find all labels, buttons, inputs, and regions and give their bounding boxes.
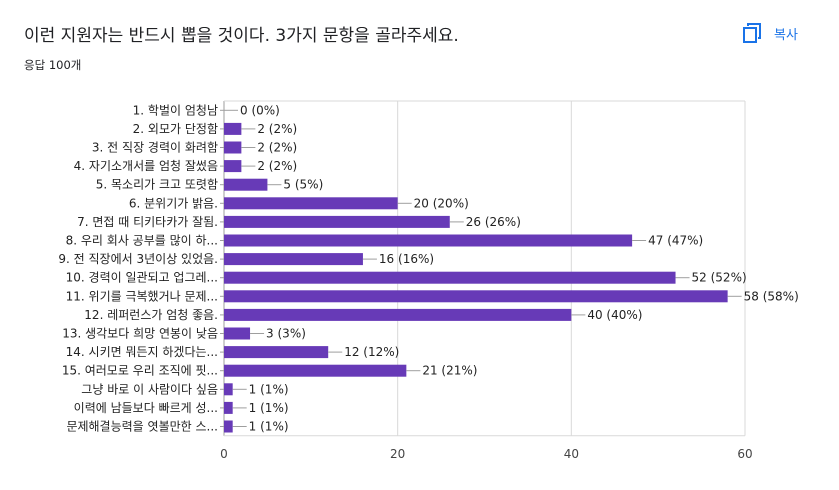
bar: [224, 364, 407, 377]
bar: [224, 271, 676, 284]
bar: [224, 308, 572, 321]
x-tick-label: 20: [390, 447, 405, 461]
bar: [224, 141, 242, 154]
category-label: 13. 생각보다 희망 연봉이 낮음: [62, 327, 218, 341]
bar: [224, 122, 242, 135]
category-label: 3. 전 직장 경력이 화려함: [92, 141, 218, 155]
category-label: 11. 위기를 극복했거나 문제...: [66, 289, 218, 303]
bar: [224, 327, 251, 340]
data-label: 2 (2%): [257, 141, 297, 155]
category-label: 1. 학벌이 엄청남: [133, 103, 218, 117]
data-label: 40 (40%): [587, 308, 642, 322]
category-label: 6. 분위기가 밝음.: [129, 196, 218, 210]
copy-label: 복사: [774, 27, 798, 43]
data-label: 3 (3%): [266, 327, 306, 341]
bar: [224, 160, 242, 173]
bar: [224, 215, 450, 228]
data-label: 2 (2%): [257, 122, 297, 136]
data-label: 1 (1%): [249, 382, 289, 396]
data-label: 0 (0%): [240, 103, 280, 117]
category-label: 2. 외모가 단정함: [133, 122, 218, 136]
bar: [224, 346, 329, 359]
bar: [224, 178, 268, 191]
category-label: 8. 우리 회사 공부를 많이 하...: [66, 234, 218, 248]
response-count: 응답 100개: [24, 58, 82, 72]
data-label: 21 (21%): [422, 364, 477, 378]
question-title: 이런 지원자는 반드시 뽑을 것이다. 3가지 문항을 골라주세요.: [24, 26, 459, 46]
bar: [224, 401, 233, 414]
data-label: 26 (26%): [466, 215, 521, 229]
data-label: 16 (16%): [379, 252, 434, 266]
bar: [224, 253, 363, 266]
category-label: 7. 면접 때 티키타카가 잘됨.: [77, 215, 218, 229]
data-label: 52 (52%): [692, 271, 747, 285]
category-label: 12. 레퍼런스가 엄청 좋음.: [84, 308, 218, 322]
copy-icon: [742, 22, 762, 44]
data-label: 58 (58%): [744, 289, 799, 303]
data-label: 12 (12%): [344, 345, 399, 359]
category-label: 문제해결능력을 엿볼만한 스...: [66, 420, 218, 434]
bar: [224, 197, 398, 210]
data-label: 47 (47%): [648, 234, 703, 248]
category-label: 15. 여러모로 우리 조직에 핏...: [62, 364, 218, 378]
data-label: 1 (1%): [249, 420, 289, 434]
data-label: 2 (2%): [257, 159, 297, 173]
category-label: 14. 시키면 뭐든지 하겠다는...: [66, 345, 218, 359]
category-label: 이력에 남들보다 빠르게 성...: [74, 401, 218, 415]
bar: [224, 420, 233, 433]
bar: [224, 234, 633, 247]
data-label: 1 (1%): [249, 401, 289, 415]
data-label: 5 (5%): [283, 178, 323, 192]
x-tick-label: 60: [737, 447, 752, 461]
category-label: 그냥 바로 이 사람이다 싶음: [81, 382, 218, 396]
category-label: 5. 목소리가 크고 또렷함: [96, 178, 218, 192]
x-tick-label: 0: [220, 447, 228, 461]
copy-button[interactable]: 복사: [742, 18, 798, 48]
category-label: 4. 자기소개서를 엄청 잘썼음: [74, 159, 218, 173]
data-label: 20 (20%): [414, 196, 469, 210]
bar: [224, 290, 728, 303]
category-label: 9. 전 직장에서 3년이상 있었음.: [58, 252, 218, 266]
category-label: 10. 경력이 일관되고 업그레...: [66, 271, 218, 285]
bar: [224, 383, 233, 396]
x-tick-label: 40: [564, 447, 579, 461]
